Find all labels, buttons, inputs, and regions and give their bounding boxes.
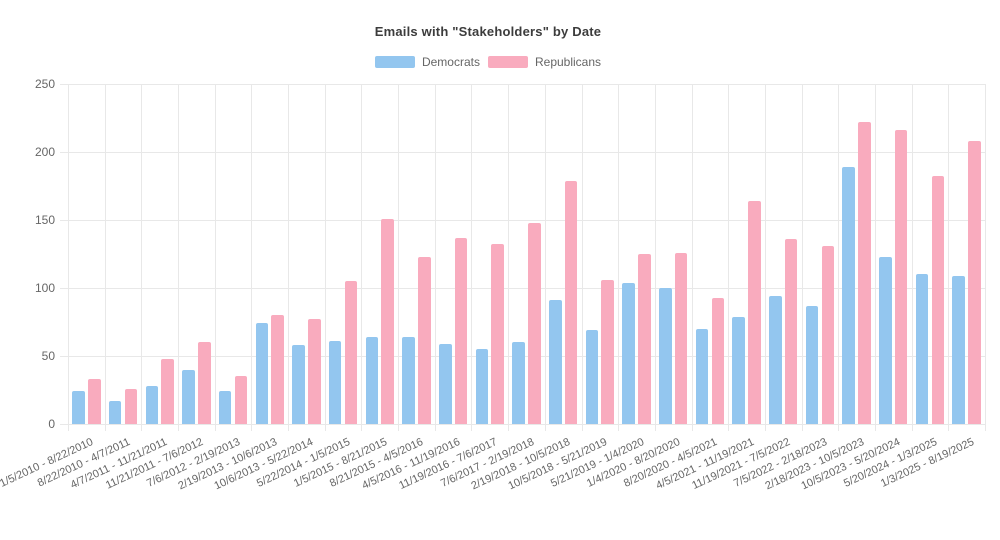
bar-republicans[interactable] [491,244,504,424]
bar-republicans[interactable] [784,239,798,424]
x-gridline [985,84,986,431]
bar-republicans[interactable] [674,252,688,424]
y-axis-tick-label: 100 [34,281,55,295]
bar-democrats[interactable] [915,274,929,424]
y-gridline [60,152,985,153]
bar-democrats[interactable] [659,288,672,424]
bar-republicans[interactable] [858,122,871,424]
x-gridline [654,84,656,431]
bar-republicans[interactable] [344,281,358,424]
bar-democrats[interactable] [328,341,342,424]
bar-republicans[interactable] [124,388,138,424]
bar-democrats[interactable] [182,369,195,424]
bar-republicans[interactable] [931,176,945,424]
bar-republicans[interactable] [271,315,284,424]
legend-swatch-republicans [487,56,528,68]
x-gridline [141,84,143,431]
bar-democrats[interactable] [548,300,562,424]
x-gridline [251,84,253,431]
x-gridline [288,84,290,431]
chart-header: Emails with "Stakeholders" by Date Democ… [0,0,976,69]
legend-label-republicans: Republicans [534,55,602,69]
bar-republicans[interactable] [454,237,468,424]
x-gridline [471,84,473,431]
bar-democrats[interactable] [695,328,709,424]
bar-democrats[interactable] [879,256,892,424]
x-gridline [214,84,216,431]
x-gridline [544,84,546,431]
x-gridline [398,84,400,431]
bar-republicans[interactable] [564,180,578,424]
bar-democrats[interactable] [145,385,159,424]
x-gridline [948,84,950,431]
x-gridline [508,84,510,431]
y-axis-tick-label: 250 [34,77,55,91]
bar-republicans[interactable] [197,342,211,424]
y-axis-tick-label: 200 [34,145,55,159]
bar-republicans[interactable] [308,319,321,424]
bar-democrats[interactable] [512,342,525,424]
x-gridline [178,84,180,431]
x-gridline [618,84,620,431]
bar-democrats[interactable] [622,282,635,424]
bar-democrats[interactable] [805,305,819,424]
bar-democrats[interactable] [108,400,122,424]
bar-republicans[interactable] [418,256,431,424]
legend-swatch-democrats [374,56,415,68]
bar-republicans[interactable] [638,254,651,424]
bar-democrats[interactable] [365,336,379,424]
x-gridline [104,84,106,431]
bar-democrats[interactable] [72,391,85,424]
bar-republicans[interactable] [601,279,615,424]
x-gridline [764,84,766,431]
bar-republicans[interactable] [87,379,101,424]
y-axis-tick-label: 50 [41,349,55,363]
x-gridline [581,84,583,431]
y-axis-line [68,84,69,431]
bar-democrats[interactable] [769,296,782,424]
x-gridline [838,84,840,431]
bar-republicans[interactable] [528,222,541,424]
bar-democrats[interactable] [732,316,745,424]
bar-republicans[interactable] [748,200,761,424]
bar-republicans[interactable] [894,130,908,424]
bar-democrats[interactable] [842,166,855,424]
bar-democrats[interactable] [475,349,489,424]
bar-democrats[interactable] [438,343,452,424]
bar-republicans[interactable] [161,358,174,424]
x-axis-line [60,424,985,425]
bar-democrats[interactable] [585,330,599,424]
x-gridline [324,84,326,431]
y-axis-tick-label: 0 [48,417,55,431]
x-gridline [801,84,803,431]
bar-republicans[interactable] [821,245,835,424]
bar-democrats[interactable] [218,391,232,424]
bar-democrats[interactable] [402,336,415,424]
x-gridline [874,84,876,431]
bar-democrats[interactable] [292,345,305,424]
x-gridline [434,84,436,431]
y-axis-tick-label: 150 [34,213,55,227]
x-gridline [728,84,730,431]
bar-democrats[interactable] [952,275,966,424]
x-gridline [361,84,363,431]
bar-republicans[interactable] [381,218,394,424]
y-gridline [60,84,985,85]
bar-republicans[interactable] [968,141,981,424]
legend-label-democrats: Democrats [421,55,480,69]
legend-item-republicans[interactable]: Republicans [487,55,602,69]
bar-democrats[interactable] [255,323,269,424]
legend: Democrats Republicans [0,55,976,69]
x-gridline [691,84,693,431]
bar-republicans[interactable] [234,376,248,424]
legend-item-democrats[interactable]: Democrats [374,55,480,69]
y-gridline [60,288,985,289]
chart-title: Emails with "Stakeholders" by Date [374,24,602,39]
x-gridline [911,84,913,431]
bar-republicans[interactable] [711,297,725,424]
y-gridline [60,220,985,221]
